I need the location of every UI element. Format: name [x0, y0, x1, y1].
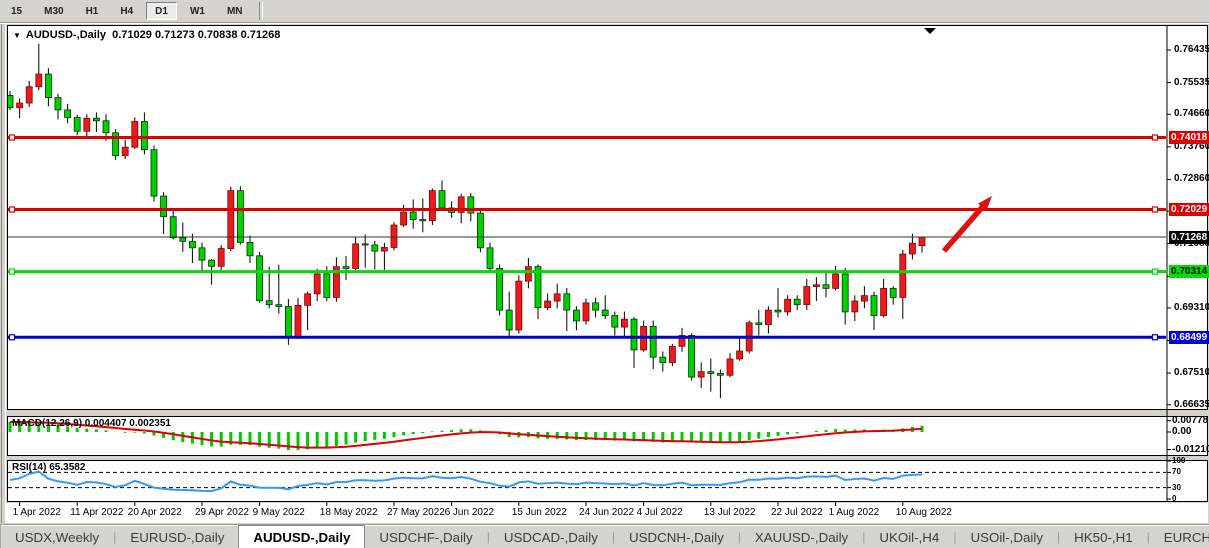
tab-separator: |	[113, 530, 117, 544]
date-axis-label: 11 Apr 2022	[70, 507, 124, 518]
price-tick-label: 0.74660	[1174, 108, 1209, 120]
symbol-tabs-bar: USDX,Weekly | EURUSD-,Daily AUDUSD-,Daily US…	[0, 524, 1209, 548]
date-axis-label: 1 Aug 2022	[828, 507, 880, 518]
timeframe-toolbar: 15 M30 H1 H4 D1 W1 MN	[0, 0, 1209, 23]
tab-separator: |	[611, 530, 615, 544]
timeframe-button-15[interactable]: 15	[2, 2, 31, 20]
tabs-left-stub	[0, 525, 1, 548]
chart-title-ohlc: 0.71029 0.71273 0.70838 0.71268	[112, 29, 281, 41]
macd-axis-label: -0.01210	[1172, 443, 1209, 455]
date-axis-label: 22 Jul 2022	[771, 507, 823, 518]
date-axis-label: 27 May 2022	[387, 507, 445, 518]
timeframe-button-d1[interactable]: D1	[146, 2, 177, 20]
chart-title-symbol: AUDUSD-,Daily	[25, 29, 106, 41]
price-level-tag-0.72029: 0.72029	[1169, 202, 1209, 216]
tab-eurusd-daily[interactable]: EURUSD-,Daily	[116, 525, 238, 548]
price-tick-label: 0.76435	[1174, 44, 1209, 55]
price-tick-label: 0.66635	[1174, 398, 1209, 410]
macd-axis-label: 0.00	[1172, 426, 1192, 437]
date-axis-label: 6 Jun 2022	[444, 507, 495, 518]
symbol-dropdown-icon[interactable]: ▼	[13, 31, 21, 40]
date-axis-label: 9 May 2022	[252, 507, 305, 518]
tab-usdx-weekly[interactable]: USDX,Weekly	[1, 525, 113, 548]
tab-separator: |	[862, 530, 866, 544]
tab-separator: |	[486, 530, 490, 544]
price-tick-label: 0.75535	[1174, 76, 1209, 88]
tab-eurchf-h1[interactable]: EURCHF-,H1	[1150, 525, 1209, 548]
tab-separator: |	[737, 530, 741, 544]
tab-usdchf-daily[interactable]: USDCHF-,Daily	[365, 525, 486, 548]
date-axis-label: 13 Jul 2022	[703, 507, 756, 518]
price-tick-label: 0.72860	[1174, 173, 1209, 185]
rsi-axis-label: 30	[1172, 482, 1181, 492]
price-level-tag-0.68499: 0.68499	[1169, 330, 1209, 344]
chart-title: ▼ AUDUSD-,Daily 0.71029 0.71273 0.70838 0…	[13, 29, 280, 41]
timeframe-button-h1[interactable]: H1	[77, 2, 108, 20]
rsi-axis-label: 100	[1172, 456, 1186, 465]
tab-audusd-daily[interactable]: AUDUSD-,Daily	[238, 525, 366, 548]
timeframe-button-mn[interactable]: MN	[218, 2, 252, 20]
price-tick-label: 0.73760	[1174, 140, 1209, 152]
tab-ukoil-h4[interactable]: UKOil-,H4	[865, 525, 953, 548]
main-chart-pane[interactable]	[7, 25, 1208, 410]
tab-hk50-h1[interactable]: HK50-,H1	[1060, 525, 1147, 548]
price-level-tag-0.74018: 0.74018	[1169, 130, 1209, 144]
date-axis-label: 24 Jun 2022	[579, 507, 635, 518]
date-axis-label: 20 Apr 2022	[127, 507, 182, 518]
rsi-axis-label: 0	[1172, 494, 1177, 503]
date-axis-label: 18 May 2022	[319, 507, 378, 518]
date-axis-label: 29 Apr 2022	[195, 507, 249, 518]
tab-usoil-daily[interactable]: USOil-,Daily	[956, 525, 1057, 548]
current-price-tag: 0.71268	[1169, 230, 1209, 244]
timeframe-button-w1[interactable]: W1	[181, 2, 214, 20]
date-axis-label: 4 Jul 2022	[636, 507, 683, 518]
tab-usdcnh-daily[interactable]: USDCNH-,Daily	[615, 525, 738, 548]
rsi-label: RSI(14) 65.3582	[12, 462, 86, 473]
tab-separator: |	[1057, 530, 1061, 544]
date-axis-label: 10 Aug 2022	[895, 507, 952, 518]
window-left-frame	[1, 24, 6, 523]
rsi-pane[interactable]	[7, 460, 1208, 502]
date-axis-strip	[6, 503, 1208, 523]
macd-label: MACD(12,26,9) 0.004407 0.002351	[12, 418, 171, 429]
price-tick-label: 0.69310	[1174, 301, 1209, 313]
tab-xauusd-daily[interactable]: XAUUSD-,Daily	[741, 525, 862, 548]
tab-usdcad-daily[interactable]: USDCAD-,Daily	[490, 525, 612, 548]
timeframe-button-h4[interactable]: H4	[111, 2, 142, 20]
price-tick-label: 0.67510	[1174, 367, 1209, 379]
date-axis-label: 15 Jun 2022	[511, 507, 567, 518]
toolbar-separator	[258, 2, 263, 20]
macd-axis-label: 0.00778	[1172, 414, 1209, 426]
rsi-axis-label: 70	[1172, 467, 1181, 477]
tab-separator: |	[1146, 530, 1150, 544]
tab-separator: |	[953, 530, 957, 544]
timeframe-button-m30[interactable]: M30	[35, 2, 72, 20]
price-level-tag-0.70314: 0.70314	[1169, 265, 1209, 279]
date-axis-label: 1 Apr 2022	[12, 507, 61, 518]
macd-pane[interactable]	[7, 416, 1208, 456]
